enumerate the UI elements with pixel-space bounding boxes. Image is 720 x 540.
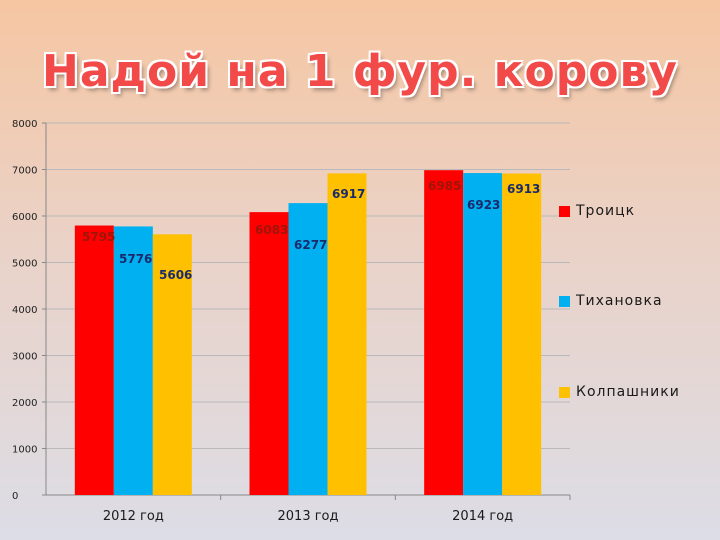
bar <box>502 173 542 495</box>
legend-item: Колпашники <box>559 382 680 402</box>
data-label: 6277 <box>294 238 327 252</box>
y-tick-label: 2000 <box>12 398 37 409</box>
y-tick-label: 1000 <box>12 445 37 456</box>
bar <box>288 203 328 495</box>
y-tick-label: 7000 <box>12 166 37 177</box>
bar <box>152 234 192 496</box>
data-labels: 5795 5776 5606 6083 6277 6917 6985 6923 6913 <box>82 179 540 282</box>
y-tick-label: 8000 <box>12 119 37 130</box>
legend-swatch <box>559 205 570 217</box>
y-tick-label: 4000 <box>12 305 37 316</box>
data-label: 6917 <box>332 187 365 201</box>
data-label: 5606 <box>159 268 192 282</box>
data-label: 6083 <box>255 223 288 237</box>
x-tick-label: 2013 год <box>278 509 339 524</box>
bar <box>74 225 114 495</box>
data-label: 6923 <box>467 198 500 212</box>
bar <box>463 173 503 495</box>
chart-title: Надой на 1 фур. корову <box>42 46 678 97</box>
bars <box>74 170 542 496</box>
tick-labels: 0 1000 2000 3000 4000 5000 6000 7000 8000 2012 го… <box>12 119 513 524</box>
data-label: 6913 <box>507 182 540 196</box>
legend-swatch <box>559 386 570 398</box>
data-label: 5795 <box>82 230 115 244</box>
y-tick-label: 3000 <box>12 352 37 363</box>
legend-label: Тихановка <box>576 293 663 309</box>
data-label: 6985 <box>428 179 461 193</box>
legend-item: Троицк <box>559 201 635 221</box>
bar <box>327 173 367 495</box>
legend-swatch <box>559 295 570 307</box>
y-tick-label: 6000 <box>12 212 37 223</box>
bar <box>113 226 153 495</box>
legend-item: Тихановка <box>559 291 663 311</box>
x-tick-label: 2012 год <box>103 509 164 524</box>
x-tick-label: 2014 год <box>452 509 513 524</box>
legend-label: Колпашники <box>576 384 680 400</box>
bar <box>249 212 289 495</box>
y-tick-label: 0 <box>12 491 18 502</box>
bar <box>424 170 464 495</box>
y-tick-label: 5000 <box>12 259 37 270</box>
data-label: 5776 <box>119 252 152 266</box>
legend-label: Троицк <box>576 203 636 219</box>
